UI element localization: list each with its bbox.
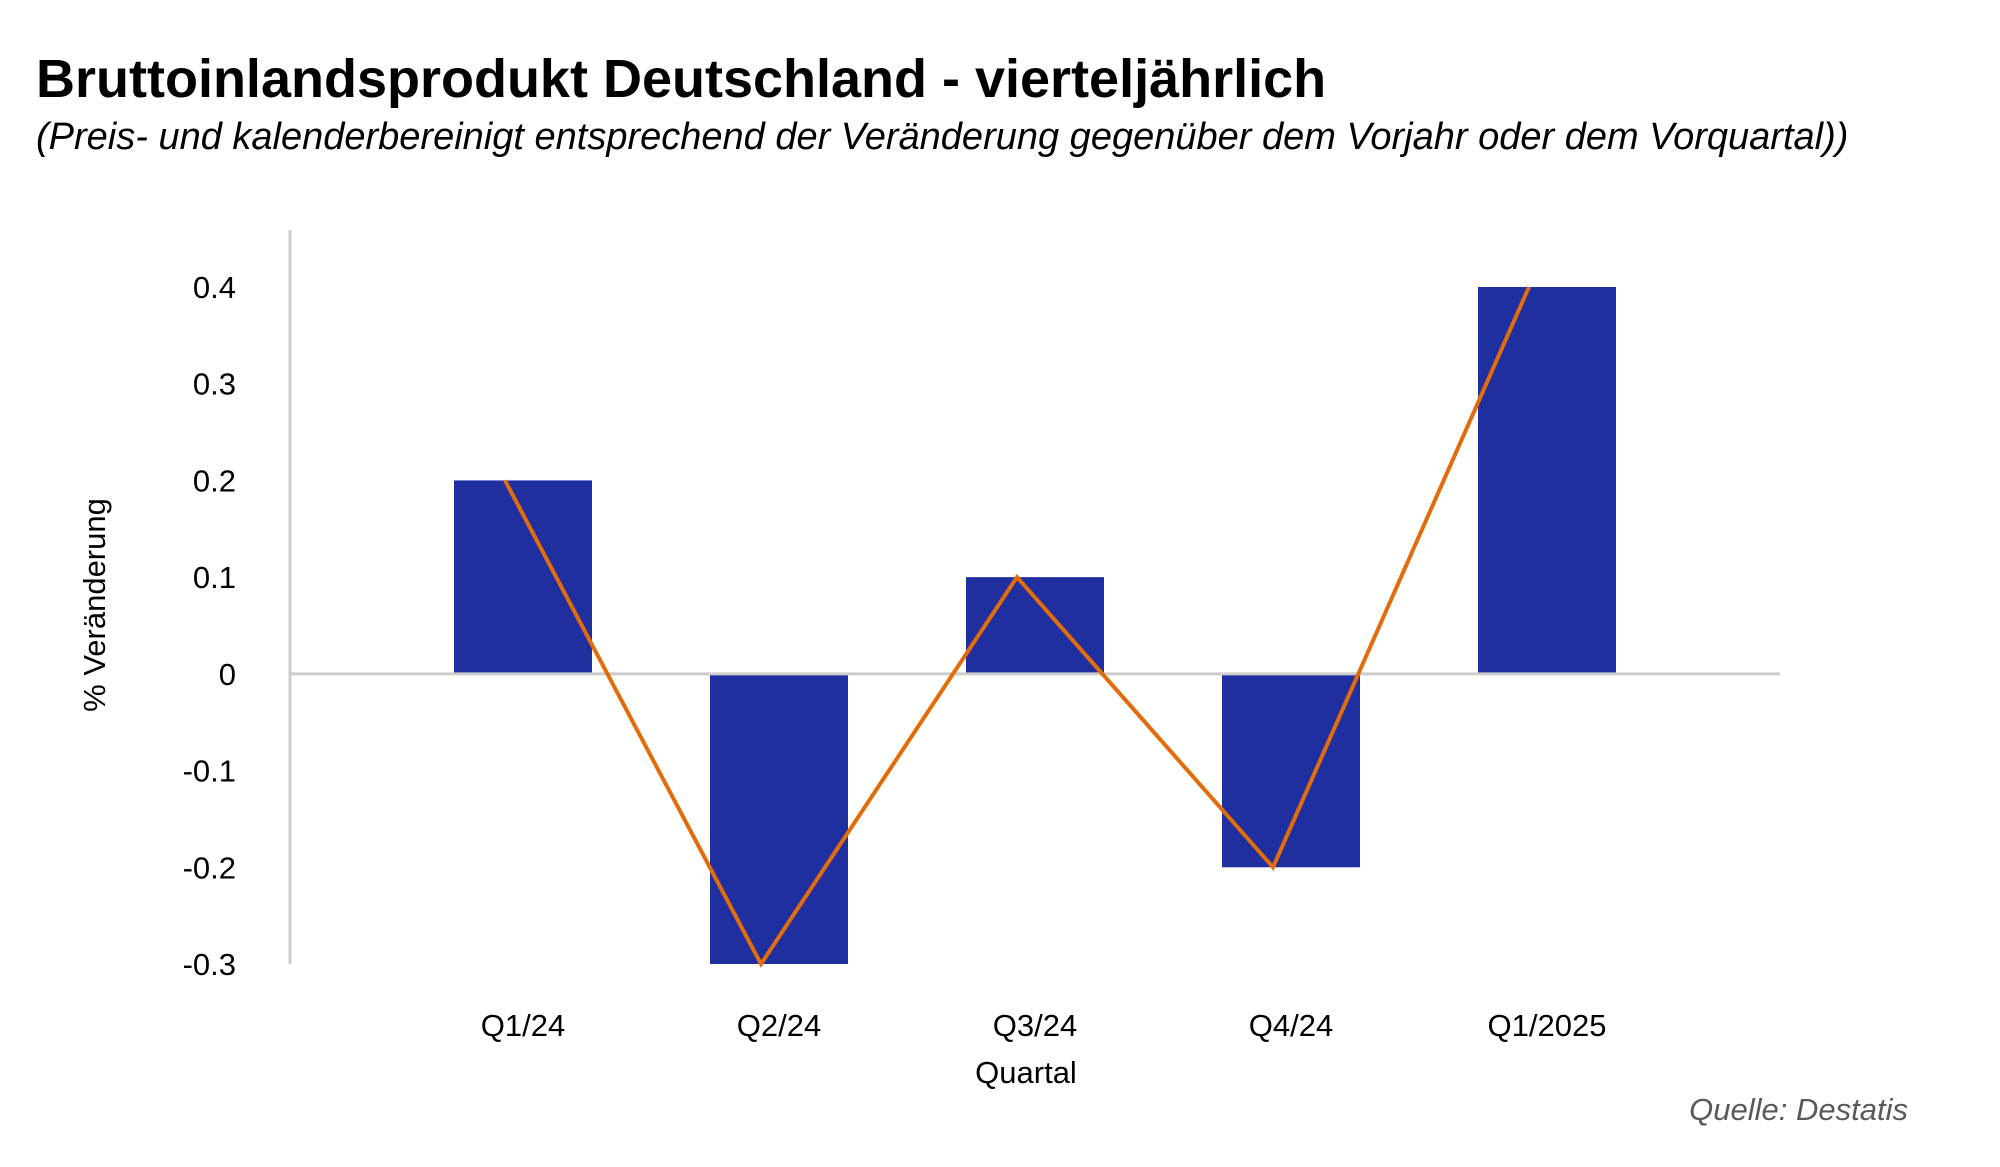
axes: [288, 230, 1780, 964]
bar-Q1/2025: [1478, 287, 1616, 674]
x-tick-label: Q1/24: [481, 1008, 565, 1043]
y-tick-label: 0.4: [193, 270, 236, 305]
y-tick-label: 0: [219, 657, 236, 692]
x-tick-labels: Q1/24 Q2/24 Q3/24 Q4/24 Q1/2025: [481, 1008, 1607, 1043]
x-tick-label: Q3/24: [993, 1008, 1077, 1043]
y-tick-label: -0.1: [183, 754, 236, 789]
x-tick-label: Q1/2025: [1488, 1008, 1607, 1043]
y-tick-labels: 0.4 0.3 0.2 0.1 0 -0.1 -0.2 -0.3: [183, 270, 236, 982]
bar-Q3/24: [966, 577, 1104, 674]
x-tick-label: Q2/24: [737, 1008, 821, 1043]
y-tick-label: 0.3: [193, 367, 236, 402]
bar-Q4/24: [1222, 673, 1360, 868]
y-tick-label: 0.2: [193, 463, 236, 498]
chart-subtitle: (Preis- und kalenderbereinigt entspreche…: [36, 116, 1849, 158]
source-note: Quelle: Destatis: [1689, 1092, 1908, 1127]
line-series: [503, 286, 1531, 968]
y-tick-label: -0.2: [183, 850, 236, 885]
x-tick-label: Q4/24: [1249, 1008, 1333, 1043]
bar-series: [454, 287, 1616, 964]
y-tick-label: 0.1: [193, 560, 236, 595]
y-tick-label: -0.3: [183, 947, 236, 982]
trend-line: [503, 286, 1531, 968]
bar-Q1/24: [454, 480, 592, 674]
chart-title: Bruttoinlandsprodukt Deutschland - viert…: [36, 49, 1327, 109]
bar-Q2/24: [710, 673, 848, 964]
x-axis-label: Quartal: [975, 1055, 1077, 1090]
